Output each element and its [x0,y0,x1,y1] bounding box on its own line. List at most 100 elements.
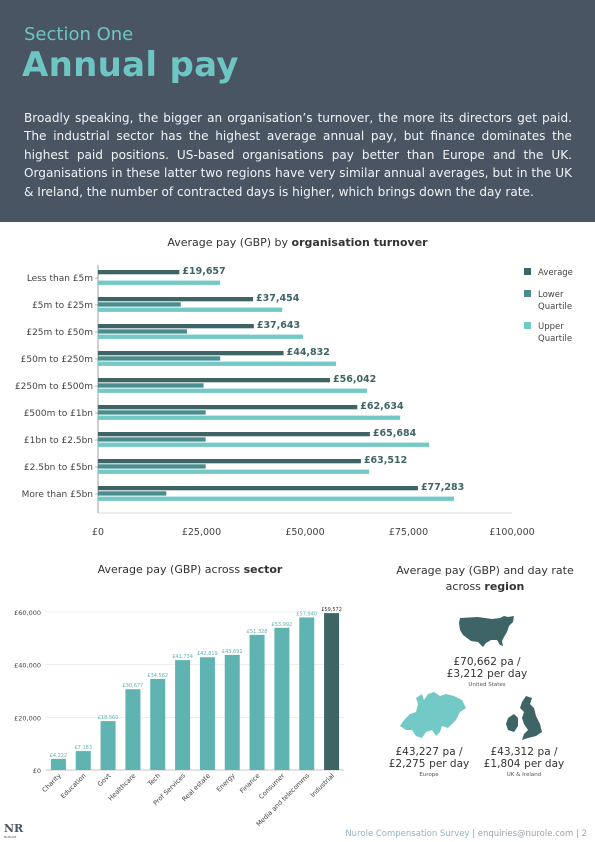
bar-lower-quartile [98,491,167,496]
data-label: £19,657 [182,266,225,277]
y-tick-label: £20,000 [14,714,41,722]
data-label: £51,328 [247,629,268,635]
sector-bar [324,613,340,770]
bar-upper-quartile [98,280,221,285]
region-europe-pa: £43,227 [395,746,439,758]
bar-average [98,351,284,356]
region-europe-name: Europe [419,772,439,778]
data-label: £77,283 [421,482,464,493]
region-chart-title: Average pay (GBP) and day rate across re… [396,564,574,593]
page-number: 2 [581,829,587,839]
category-label: More than £5bn [22,490,93,500]
data-label: £42,819 [197,651,218,657]
sector-bar [224,654,240,770]
bar-lower-quartile [98,302,181,307]
category-label: Energy [215,772,237,794]
footer-email[interactable]: enquiries@nurole.com [477,829,574,839]
turnover-chart-title: Average pay (GBP) by organisation turnov… [167,236,428,249]
x-tick-label: £25,000 [182,527,221,538]
sector-bar [150,678,166,770]
region-us-name: United States [468,682,506,688]
legend-label: Lower Quartile [538,290,572,312]
category-label: £1bn to £2.5bn [24,436,93,446]
bar-lower-quartile [98,464,206,469]
bar-upper-quartile [98,388,368,393]
data-label: £41,734 [172,654,193,660]
uk-map-icon [506,696,542,740]
bar-average [98,324,254,329]
page-footer: Nurole Compensation Survey | enquiries@n… [345,829,587,839]
data-label: £53,992 [272,622,293,628]
bar-upper-quartile [98,361,337,366]
category-label: Less than £5m [27,274,93,284]
bar-upper-quartile [98,415,401,420]
sector-bar [125,689,141,770]
sector-bar [100,721,116,770]
data-label: £63,512 [364,455,407,466]
category-label: £5m to £25m [32,301,93,311]
page-title: Annual pay [22,45,239,85]
bar-average [98,297,254,302]
bar-lower-quartile [98,329,188,334]
data-label: £37,454 [256,293,300,304]
legend-label: Average [538,268,573,278]
bar-upper-quartile [98,469,370,474]
sector-bar [75,751,91,770]
footer-sep-2: | [576,829,579,839]
europe-map-icon [400,692,466,738]
region-europe-day-unit: per day [429,758,470,770]
region-europe: £43,227 pa / £2,275 per day Europe [379,746,479,778]
region-us-day-unit: per day [487,668,528,680]
data-label: £56,042 [333,374,376,385]
region-europe-pa-unit: pa / [442,746,463,758]
sector-bar [299,617,315,770]
category-label: Govt [96,771,113,788]
y-tick-label: £60,000 [14,609,41,617]
y-tick-label: £40,000 [14,662,41,670]
x-tick-label: £75,000 [389,527,428,538]
section-label: Section One [24,24,134,45]
legend-label: Upper Quartile [538,322,572,344]
data-label: £57,940 [296,611,317,617]
bar-lower-quartile [98,383,204,388]
bar-average [98,459,361,464]
data-label: £37,643 [257,320,300,331]
x-tick-label: £0 [92,527,104,538]
turnover-chart: £0 £25,000 £50,000 £75,000 £100,000 Less than… [15,265,573,538]
bar-lower-quartile [98,356,221,361]
data-label: £7,183 [75,745,93,751]
region-europe-day: £2,275 [388,758,426,770]
region-uk-day-unit: per day [524,758,565,770]
page-header: Section One Annual pay Broadly speaking,… [0,0,595,222]
bar-average [98,270,180,275]
category-label: Industrial [309,772,336,799]
region-us-day: £3,212 [446,668,484,680]
sector-bar [199,657,215,770]
region-uk-name: UK & Ireland [506,772,542,778]
sector-bar [175,660,191,770]
data-label: £34,562 [147,673,168,679]
data-label: £18,560 [98,715,119,721]
region-us-pa: £70,662 [453,656,497,668]
y-tick-label: £0 [33,767,41,775]
data-label: £59,572 [321,607,342,613]
category-label: Tech [146,772,163,789]
x-tick-label: £50,000 [285,527,324,538]
x-tick-label: £100,000 [489,527,534,538]
bar-average [98,432,370,437]
region-uk: £43,312 pa / £1,804 per day UK & Ireland [474,746,574,778]
bar-lower-quartile [98,410,206,415]
legend-swatch [524,322,531,329]
bar-upper-quartile [98,334,303,339]
data-label: £62,634 [360,401,404,412]
bar-lower-quartile [98,437,206,442]
nurole-logo: NR [4,822,24,835]
region-uk-pa-unit: pa / [537,746,558,758]
category-label: £500m to £1bn [24,409,93,419]
category-label: Charity [41,772,63,794]
region-us: £70,662 pa / £3,212 per day United State… [437,656,537,688]
sector-bar [274,627,290,770]
sector-bar [249,634,265,770]
category-label: Education [59,772,88,801]
region-uk-pa: £43,312 [490,746,534,758]
